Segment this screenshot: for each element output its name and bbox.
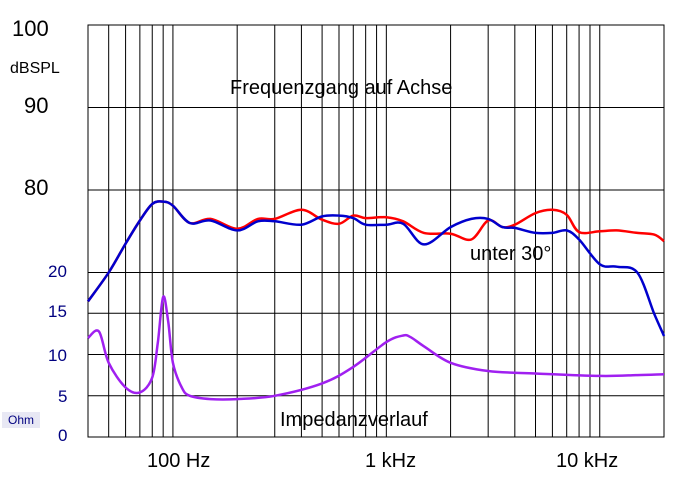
impedance-tick-label: 5 — [58, 387, 68, 406]
spl-tick-label: 80 — [24, 175, 49, 200]
chart-curves — [86, 200, 666, 401]
impedance-annotation: Impedanzverlauf — [280, 409, 428, 431]
impedance-unit-label: Ohm — [2, 412, 41, 428]
spl-unit-label: dBSPL — [10, 60, 60, 77]
red-curve — [86, 200, 665, 303]
impedance-curve — [87, 295, 665, 401]
impedance-tick-label: 0 — [58, 426, 68, 445]
plot-frame — [87, 24, 665, 438]
x-tick-label: 1 kHz — [365, 450, 417, 472]
impedance-tick-label: 10 — [48, 346, 67, 365]
x-tick-label: 10 kHz — [556, 450, 619, 472]
spl-tick-label: 100 — [12, 16, 49, 41]
spl-tick-label: 90 — [24, 93, 49, 118]
impedance-tick-label: 15 — [48, 302, 67, 321]
impedance-tick-label: 20 — [48, 262, 67, 281]
blue-curve — [86, 200, 666, 337]
x-tick-label: 100 Hz — [147, 450, 211, 472]
off-axis-annotation: unter 30° — [470, 243, 552, 265]
chart-title: Frequenzgang auf Achse — [230, 77, 453, 99]
